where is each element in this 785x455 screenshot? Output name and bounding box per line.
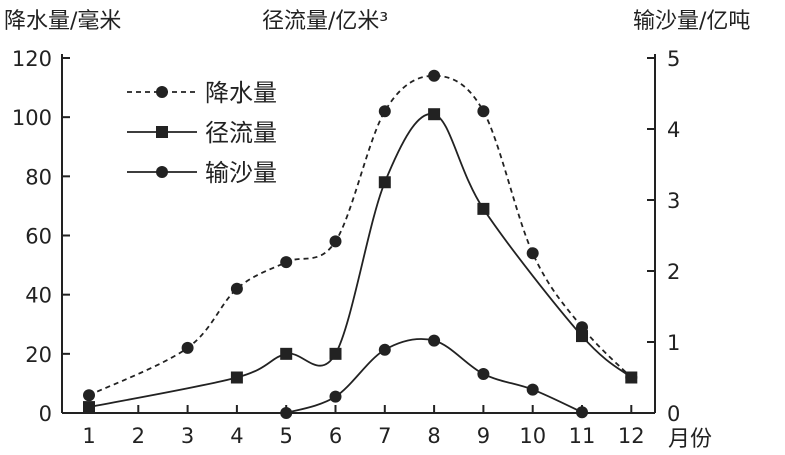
- data-point-circle: [329, 235, 342, 248]
- data-point-square: [576, 330, 588, 343]
- right-tick-label: 5: [667, 47, 680, 71]
- x-tick-label: 2: [132, 424, 145, 448]
- x-tick-label: 7: [378, 424, 391, 448]
- data-point-circle: [526, 247, 539, 260]
- x-tick-label: 6: [329, 424, 342, 448]
- data-point-square: [329, 347, 342, 360]
- data-point-circle: [181, 341, 194, 354]
- series-line-2: [88, 113, 632, 408]
- data-point-square: [428, 108, 441, 121]
- data-point-circle: [477, 105, 490, 118]
- right-axis-label: 输沙量/亿吨: [633, 9, 750, 34]
- legend-marker-square: [156, 126, 168, 138]
- x-tick-label: 9: [477, 424, 490, 448]
- left-tick-label: 0: [39, 402, 52, 426]
- right-tick-label: 0: [667, 402, 680, 426]
- left-tick-label: 80: [25, 165, 52, 189]
- data-point-square: [230, 371, 243, 384]
- data-point-square: [625, 371, 638, 384]
- data-point-circle: [378, 105, 391, 118]
- right-tick-label: 1: [667, 331, 680, 355]
- data-point-square: [477, 202, 490, 215]
- x-tick-label: 3: [181, 424, 194, 448]
- left-axis-label: 降水量/毫米: [4, 9, 121, 34]
- right-tick-label: 4: [667, 118, 680, 142]
- x-tick-label: 11: [569, 424, 596, 448]
- legend-marker-circle: [156, 166, 168, 178]
- x-axis-label: 月份: [668, 427, 712, 452]
- x-tick-label: 8: [427, 424, 440, 448]
- data-point-square: [83, 401, 95, 414]
- x-tick-label: 10: [519, 424, 546, 448]
- data-point-circle: [428, 69, 441, 82]
- data-point-circle: [230, 282, 243, 295]
- data-point-circle: [378, 343, 391, 356]
- data-point-square: [378, 176, 391, 189]
- right-tick-label: 3: [667, 189, 680, 213]
- right-tick-label: 2: [667, 260, 680, 284]
- left-tick-label: 40: [25, 284, 52, 308]
- data-point-circle: [526, 383, 539, 396]
- data-point-circle: [280, 407, 293, 419]
- legend-label: 输沙量: [205, 159, 277, 187]
- series-line-1: [88, 74, 632, 397]
- legend-label: 降水量: [205, 79, 277, 107]
- middle-axis-label: 径流量/亿米³: [262, 9, 388, 34]
- x-tick-label: 1: [82, 424, 95, 448]
- data-point-circle: [280, 256, 293, 269]
- legend-marker-circle: [156, 86, 168, 98]
- data-point-circle: [576, 406, 588, 419]
- x-tick-label: 4: [230, 424, 243, 448]
- data-point-circle: [329, 390, 342, 403]
- data-point-circle: [83, 389, 95, 402]
- left-tick-label: 60: [25, 225, 52, 249]
- data-point-circle: [428, 334, 441, 347]
- x-tick-label: 12: [618, 424, 645, 448]
- x-tick-label: 5: [280, 424, 293, 448]
- data-point-square: [280, 347, 293, 360]
- left-tick-label: 100: [12, 106, 52, 130]
- series-layer: [83, 69, 638, 419]
- left-tick-label: 120: [12, 47, 52, 71]
- data-point-circle: [477, 367, 490, 380]
- left-tick-label: 20: [25, 343, 52, 367]
- legend-label: 径流量: [205, 119, 277, 147]
